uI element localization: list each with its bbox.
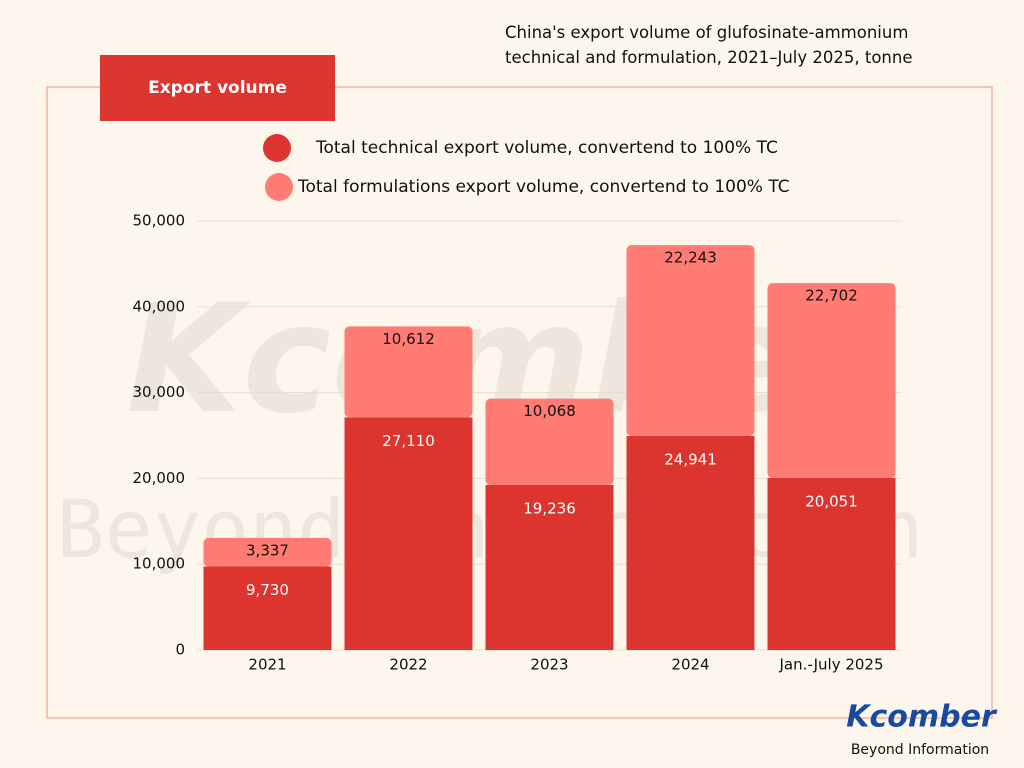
y-tick-label: 20,000 <box>133 469 186 487</box>
bar-segment <box>626 245 755 437</box>
panel-label: Export volume <box>100 55 335 121</box>
value-label: 22,243 <box>664 249 717 267</box>
logo-name: Kcomber <box>846 700 998 735</box>
x-tick-label: 2023 <box>530 656 568 674</box>
logo-tagline: Beyond Information <box>851 742 989 758</box>
x-tick-label: 2024 <box>671 656 709 674</box>
legend-label: Total technical export volume, converten… <box>315 138 778 158</box>
value-label: 22,702 <box>805 287 858 305</box>
y-tick-label: 0 <box>175 641 185 659</box>
x-tick-label: Jan.-July 2025 <box>778 656 883 674</box>
value-label: 3,337 <box>246 541 289 559</box>
bar-segment <box>767 283 896 478</box>
value-label: 10,612 <box>382 330 435 348</box>
bar-segment <box>203 566 332 650</box>
y-tick-label: 30,000 <box>133 383 186 401</box>
value-label: 20,051 <box>805 492 858 510</box>
value-label: 24,941 <box>664 451 717 469</box>
legend-label: Total formulations export volume, conver… <box>297 177 790 197</box>
chart-title: China's export volume of glufosinate-amm… <box>505 23 913 67</box>
y-tick-label: 40,000 <box>133 297 186 315</box>
bar-segment <box>767 477 896 650</box>
y-tick-label: 50,000 <box>133 212 186 230</box>
frame <box>46 86 993 719</box>
value-label: 27,110 <box>382 432 435 450</box>
bar-segment <box>203 537 332 567</box>
bar-segment <box>344 326 473 418</box>
bar-segment <box>485 484 614 650</box>
legend-swatch <box>265 173 293 201</box>
y-tick-label: 10,000 <box>133 555 186 573</box>
legend-swatch <box>263 134 291 162</box>
bar-segment <box>626 436 755 650</box>
bar-segment <box>344 417 473 650</box>
value-label: 9,730 <box>246 581 289 599</box>
value-label: 10,068 <box>523 402 576 420</box>
x-tick-label: 2022 <box>389 656 427 674</box>
x-tick-label: 2021 <box>248 656 286 674</box>
bar-segment <box>485 398 614 485</box>
value-label: 19,236 <box>523 499 576 517</box>
